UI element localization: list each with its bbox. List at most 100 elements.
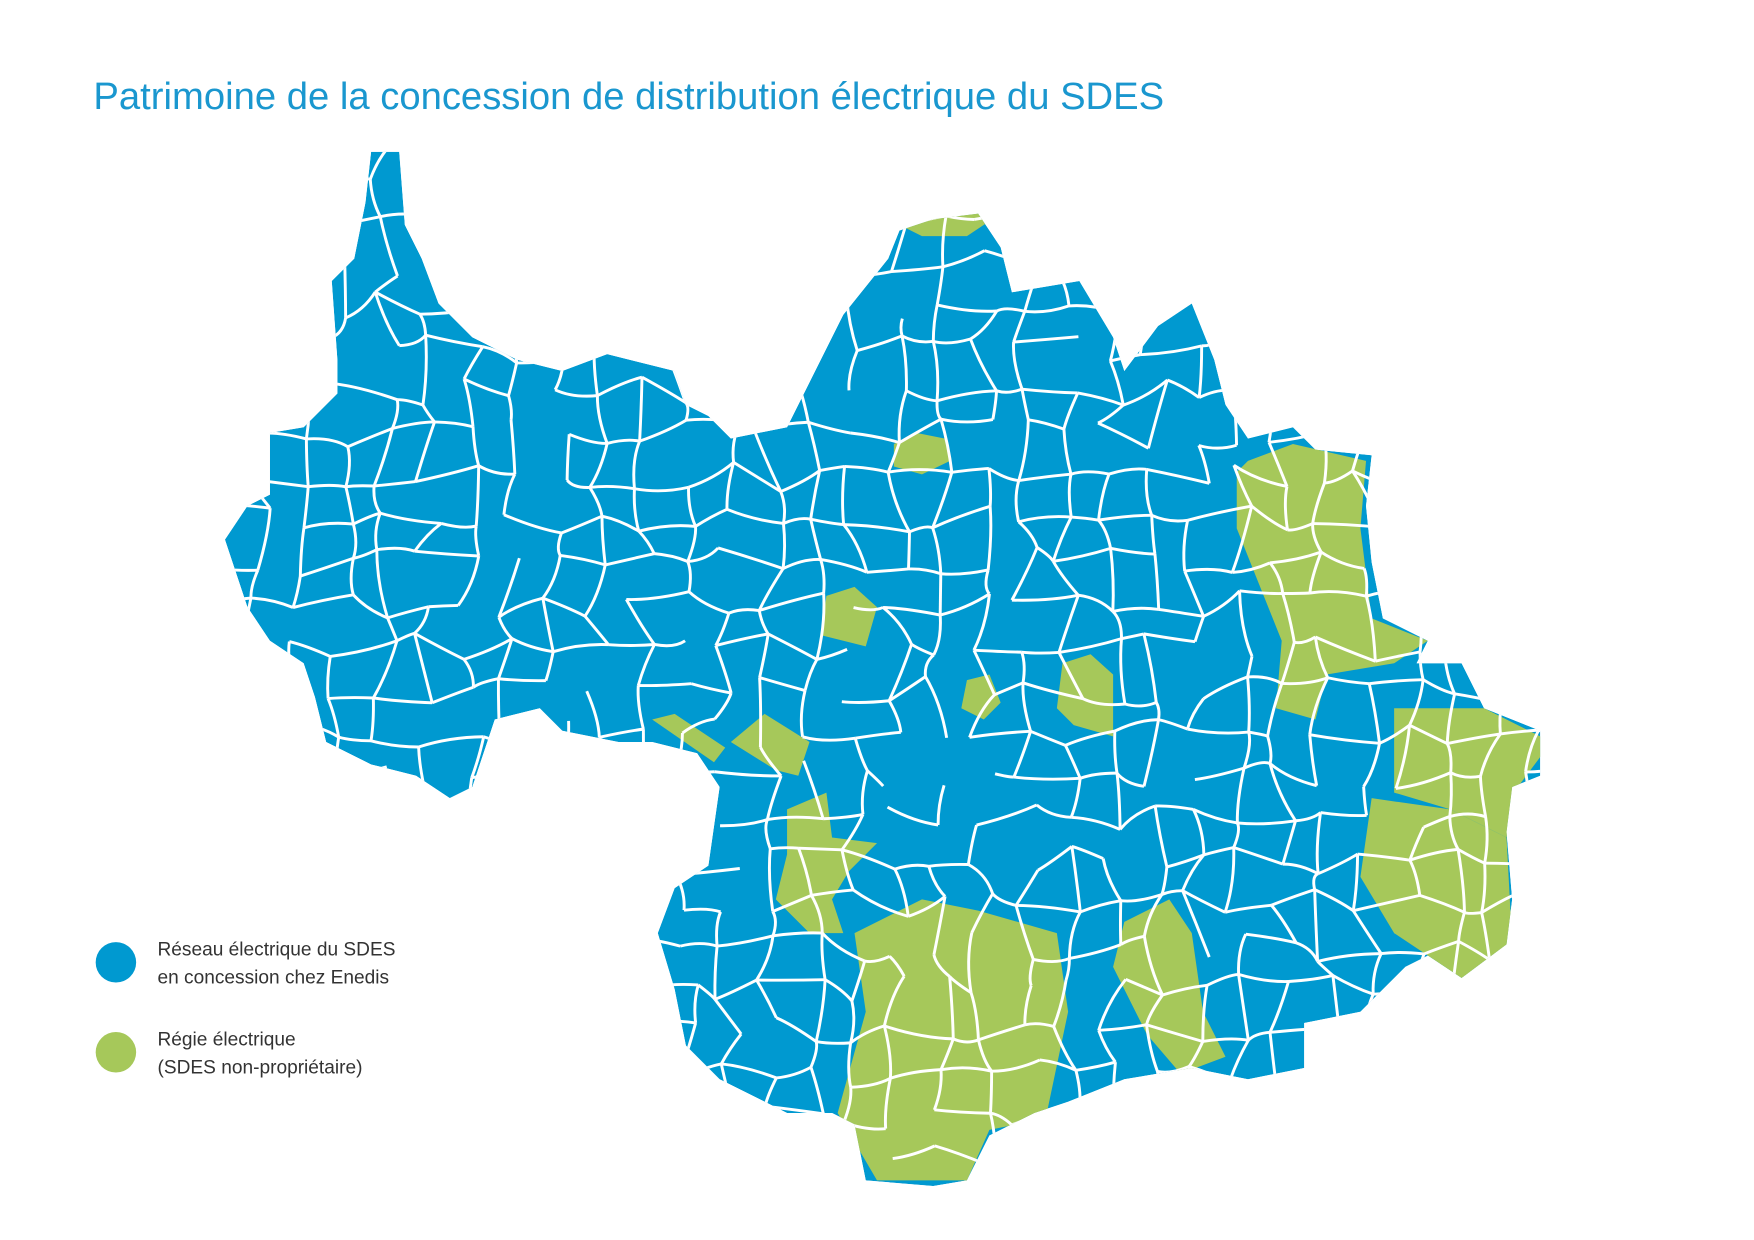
- commune-boundary: [607, 1022, 635, 1032]
- commune-boundary: [347, 427, 393, 449]
- commune-boundary: [759, 1200, 819, 1213]
- commune-boundary: [672, 1113, 735, 1130]
- commune-boundary: [265, 175, 301, 190]
- commune-boundary: [1012, 341, 1024, 390]
- commune-boundary: [468, 806, 506, 812]
- commune-boundary: [1436, 340, 1462, 386]
- commune-boundary: [1033, 127, 1066, 146]
- commune-boundary: [808, 151, 828, 178]
- commune-boundary: [802, 760, 825, 820]
- commune-boundary: [1052, 1025, 1078, 1072]
- commune-boundary: [386, 617, 399, 642]
- commune-boundary: [1314, 888, 1355, 912]
- commune-boundary: [1110, 546, 1155, 556]
- commune-boundary: [1575, 428, 1595, 490]
- commune-boundary: [1198, 443, 1237, 450]
- commune-boundary: [1568, 335, 1572, 389]
- commune-boundary: [399, 334, 427, 348]
- commune-boundary: [1441, 1084, 1448, 1132]
- commune-boundary: [1497, 382, 1509, 435]
- commune-boundary: [757, 610, 770, 635]
- commune-boundary: [256, 1072, 270, 1113]
- commune-boundary: [1288, 974, 1334, 983]
- commune-boundary: [1317, 376, 1358, 403]
- commune-boundary: [632, 440, 641, 489]
- commune-boundary: [1527, 1121, 1541, 1132]
- commune-boundary: [1479, 733, 1502, 777]
- commune-boundary: [1232, 822, 1240, 849]
- commune-boundary: [1491, 1062, 1503, 1104]
- commune-boundary: [892, 1144, 936, 1161]
- commune-boundary: [969, 310, 999, 341]
- commune-boundary: [638, 682, 692, 688]
- commune-boundary: [305, 140, 333, 147]
- regie-region: [899, 157, 1001, 237]
- legend-swatch: [95, 1032, 137, 1073]
- commune-boundary: [509, 981, 560, 1005]
- commune-boundary: [565, 772, 607, 781]
- commune-boundary: [588, 486, 604, 517]
- commune-boundary: [1312, 306, 1377, 322]
- commune-boundary: [467, 943, 511, 951]
- commune-boundary: [216, 688, 218, 736]
- commune-boundary: [224, 377, 258, 406]
- commune-boundary: [1012, 1161, 1059, 1168]
- commune-boundary: [775, 1016, 818, 1043]
- commune-boundary: [1194, 766, 1245, 782]
- commune-boundary: [1079, 1102, 1114, 1112]
- commune-boundary: [268, 853, 312, 872]
- commune-boundary: [1070, 846, 1082, 913]
- commune-boundary: [1458, 252, 1506, 275]
- commune-boundary: [932, 954, 951, 978]
- commune-boundary: [686, 560, 692, 592]
- commune-boundary: [224, 347, 228, 379]
- commune-boundary: [969, 168, 1014, 192]
- commune-boundary: [565, 479, 590, 489]
- commune-boundary: [713, 945, 719, 1000]
- commune-boundary: [887, 700, 903, 733]
- commune-boundary: [372, 640, 399, 699]
- commune-boundary: [1352, 909, 1383, 955]
- commune-boundary: [391, 130, 435, 145]
- commune-boundary: [1394, 552, 1419, 591]
- commune-boundary: [521, 1068, 563, 1086]
- commune-boundary: [1181, 853, 1205, 892]
- commune-boundary: [802, 735, 856, 742]
- commune-boundary: [840, 849, 855, 891]
- commune-boundary: [932, 504, 991, 530]
- commune-boundary: [242, 653, 271, 685]
- commune-boundary: [844, 464, 889, 474]
- commune-boundary: [820, 1113, 827, 1175]
- commune-boundary: [456, 1157, 483, 1187]
- commune-boundary: [1075, 1060, 1116, 1072]
- commune-boundary: [883, 1024, 954, 1041]
- commune-boundary: [1571, 889, 1585, 945]
- commune-boundary: [215, 735, 217, 777]
- commune-boundary: [1535, 419, 1541, 477]
- commune-boundary: [597, 736, 609, 775]
- commune-boundary: [247, 1191, 258, 1235]
- commune-boundary: [845, 274, 861, 298]
- commune-boundary: [392, 420, 435, 430]
- commune-boundary: [936, 1205, 947, 1232]
- commune-boundary: [1400, 313, 1426, 358]
- commune-boundary: [936, 303, 997, 313]
- commune-boundary: [1317, 852, 1359, 876]
- commune-boundary: [1334, 1198, 1381, 1207]
- commune-boundary: [1142, 893, 1164, 937]
- commune-boundary: [385, 1070, 422, 1087]
- commune-boundary: [1051, 516, 1073, 562]
- commune-boundary: [1055, 230, 1107, 237]
- commune-boundary: [497, 596, 544, 619]
- commune-boundary: [543, 151, 549, 179]
- commune-boundary: [1498, 703, 1504, 735]
- commune-boundary: [673, 273, 721, 279]
- commune-boundary: [887, 643, 913, 702]
- commune-boundary: [732, 461, 782, 493]
- commune-boundary: [585, 1105, 595, 1160]
- commune-boundary: [762, 175, 827, 188]
- commune-boundary: [564, 302, 603, 311]
- regie-region: [1360, 798, 1513, 979]
- commune-boundary: [1187, 1065, 1210, 1117]
- commune-boundary: [1067, 473, 1073, 518]
